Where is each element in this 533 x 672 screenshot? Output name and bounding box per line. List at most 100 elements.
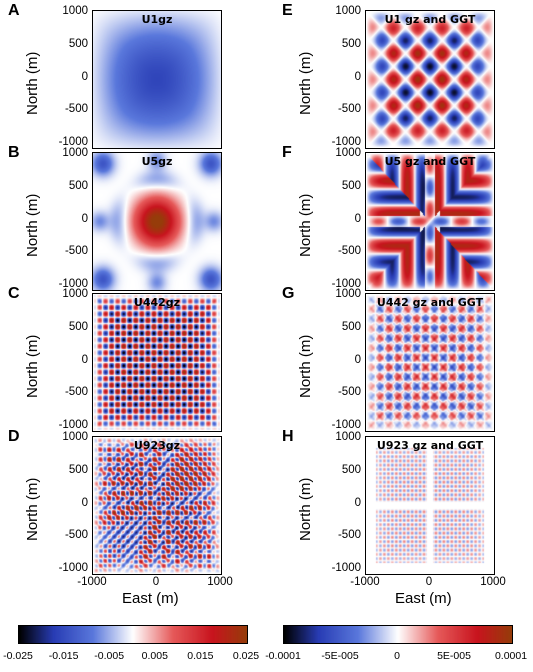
colorbar-tick-label: 0.0001	[494, 650, 528, 662]
colorbar-tick-label: -0.025	[3, 650, 33, 662]
y-tick-label: 500	[68, 37, 88, 50]
y-tick-label: -500	[64, 529, 88, 542]
y-tick-label: 0	[354, 212, 361, 225]
plot-title: U442 gz and GGT	[376, 296, 484, 309]
panel-letter: E	[282, 2, 293, 19]
y-tick-label: 1000	[62, 5, 88, 17]
y-tick-label: 500	[68, 179, 88, 192]
y-tick-label: -500	[337, 529, 361, 542]
x-axis-label: East (m)	[395, 590, 452, 607]
y-tick-label: -500	[64, 103, 88, 116]
y-tick-label: 1000	[335, 147, 361, 159]
field-map: U5 gz and GGT	[365, 152, 495, 291]
x-tick-label: 1000	[480, 576, 506, 588]
colorbar-tick-label: 0.005	[141, 650, 168, 662]
y-tick-label: 500	[341, 179, 361, 192]
panel-letter: A	[8, 2, 20, 19]
y-tick-label: 0	[81, 496, 88, 509]
field-map: U923 gz and GGT	[365, 436, 495, 575]
y-tick-label: 1000	[62, 288, 88, 300]
y-tick-label: -500	[64, 245, 88, 258]
x-tick-label: -1000	[350, 576, 380, 588]
panel-letter: B	[8, 144, 20, 161]
y-tick-label: -1000	[58, 419, 88, 431]
panel-letter: G	[282, 285, 295, 302]
x-axis-label: East (m)	[122, 590, 179, 607]
field-map: U5gz	[92, 152, 222, 291]
y-tick-label: -1000	[58, 562, 88, 574]
colorbar	[18, 625, 248, 644]
plot-title: U923gz	[133, 439, 181, 452]
plot-title: U5 gz and GGT	[384, 155, 476, 168]
field-image	[366, 11, 494, 148]
panel-letter: F	[282, 144, 292, 161]
y-axis-label: North (m)	[297, 51, 314, 115]
colorbar-tick-label: -0.005	[94, 650, 125, 662]
y-tick-label: -1000	[331, 136, 361, 148]
colorbar-tick-label: -0.015	[48, 650, 79, 662]
y-tick-label: -1000	[331, 278, 361, 290]
y-tick-label: 0	[354, 496, 361, 509]
field-image	[93, 294, 221, 431]
field-map: U1gz	[92, 10, 222, 149]
colorbar-tick-label: 0	[394, 650, 400, 662]
colorbar-tick-label: -5E-005	[321, 650, 359, 662]
y-tick-label: -500	[337, 245, 361, 258]
y-tick-label: 0	[354, 353, 361, 366]
panel-letter: D	[8, 428, 20, 445]
y-tick-label: 500	[68, 320, 88, 333]
x-tick-label: 0	[425, 576, 433, 588]
field-image	[366, 437, 494, 574]
y-axis-label: North (m)	[297, 334, 314, 398]
field-image	[366, 294, 494, 431]
field-image	[93, 437, 221, 574]
y-tick-label: 0	[81, 212, 88, 225]
field-map: U442gz	[92, 293, 222, 432]
field-image	[366, 153, 494, 290]
x-tick-label: 0	[152, 576, 160, 588]
y-tick-label: 500	[341, 37, 361, 50]
y-tick-label: 0	[354, 70, 361, 83]
y-tick-label: 500	[341, 320, 361, 333]
plot-title: U5gz	[141, 155, 173, 168]
colorbar-tick-label: 0.015	[187, 650, 214, 662]
y-tick-label: 1000	[335, 431, 361, 443]
y-tick-label: -1000	[331, 419, 361, 431]
y-tick-label: -1000	[58, 278, 88, 290]
field-map: U1 gz and GGT	[365, 10, 495, 149]
y-tick-label: -500	[337, 103, 361, 116]
y-tick-label: 0	[81, 353, 88, 366]
y-tick-label: -500	[337, 386, 361, 399]
y-axis-label: North (m)	[24, 193, 41, 257]
field-map: U442 gz and GGT	[365, 293, 495, 432]
panel-letter: H	[282, 428, 294, 445]
y-tick-label: -500	[64, 386, 88, 399]
colorbar-tick-label: 0.025	[232, 650, 260, 662]
field-map: U923gz	[92, 436, 222, 575]
field-image	[93, 153, 221, 290]
x-tick-label: 1000	[207, 576, 233, 588]
x-tick-label: -1000	[77, 576, 107, 588]
y-axis-label: North (m)	[24, 334, 41, 398]
y-tick-label: -1000	[331, 562, 361, 574]
colorbar-tick-label: 5E-005	[437, 650, 471, 662]
field-image	[93, 11, 221, 148]
panel-letter: C	[8, 285, 20, 302]
y-tick-label: 500	[68, 463, 88, 476]
colorbar-tick-label: -0.0001	[265, 650, 301, 662]
colorbar	[283, 625, 513, 644]
y-tick-label: 1000	[62, 147, 88, 159]
y-tick-label: 1000	[62, 431, 88, 443]
plot-title: U923 gz and GGT	[376, 439, 484, 452]
y-tick-label: 0	[81, 70, 88, 83]
y-axis-label: North (m)	[24, 51, 41, 115]
plot-title: U442gz	[133, 296, 181, 309]
plot-title: U1gz	[141, 13, 173, 26]
y-axis-label: North (m)	[24, 477, 41, 541]
y-axis-label: North (m)	[297, 193, 314, 257]
y-tick-label: 1000	[335, 288, 361, 300]
y-tick-label: 1000	[335, 5, 361, 17]
plot-title: U1 gz and GGT	[384, 13, 476, 26]
y-axis-label: North (m)	[297, 477, 314, 541]
y-tick-label: -1000	[58, 136, 88, 148]
